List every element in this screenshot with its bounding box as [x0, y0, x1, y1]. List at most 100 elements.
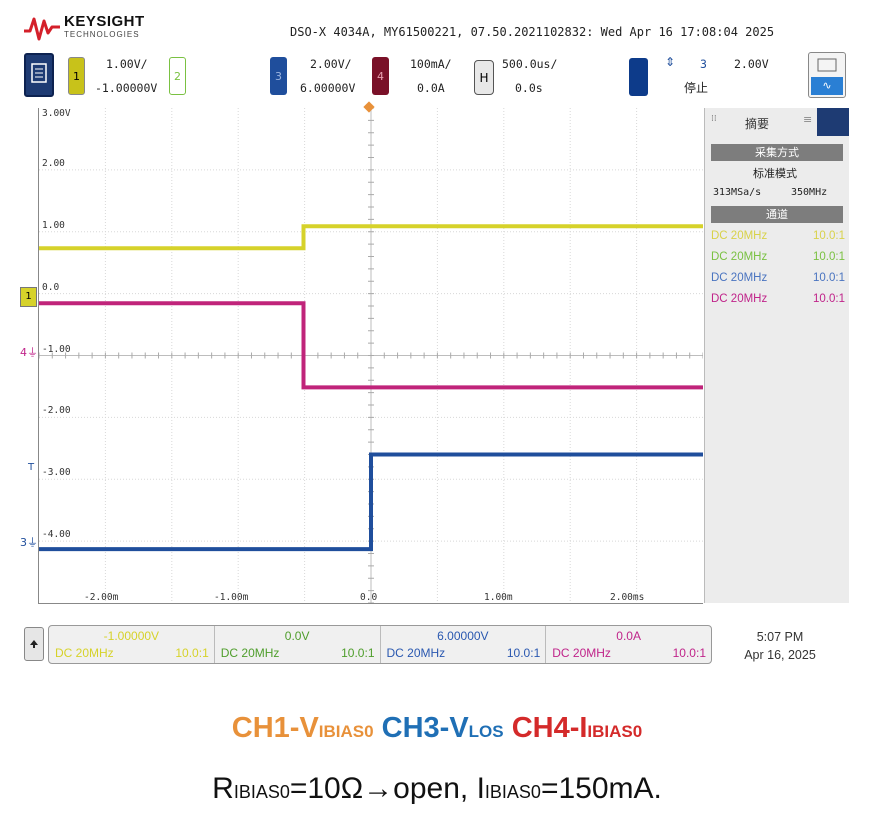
- ch1-status-cell[interactable]: -1.00000V DC 20MHz 10.0:1: [49, 626, 215, 663]
- ch1-offset: -1.00000V: [95, 81, 158, 95]
- ch3-button[interactable]: 3: [270, 57, 287, 95]
- x-tick-label: -1.00m: [214, 592, 249, 603]
- x-tick-label: 1.00m: [484, 592, 513, 603]
- y-tick-label: 0.0: [42, 282, 60, 293]
- caption-i-sub: IBIAS0: [484, 782, 541, 802]
- ch2-button[interactable]: 2: [169, 57, 186, 95]
- ch4-button[interactable]: 4: [372, 57, 389, 95]
- channel-status-bar: -1.00000V DC 20MHz 10.0:1 0.0V DC 20MHz …: [48, 625, 712, 664]
- horizontal-badge-label: H: [479, 70, 489, 85]
- y-tick-label: -1.00: [42, 344, 71, 355]
- scroll-up-button[interactable]: [24, 627, 44, 661]
- ch3-scale: 2.00V/: [310, 57, 352, 71]
- y-tick-label: -2.00: [42, 405, 71, 416]
- channel-summary-probe: 10.0:1: [813, 272, 845, 284]
- y-tick-label: -3.00: [42, 467, 71, 478]
- channel-summary-coupling: DC 20MHz: [711, 230, 768, 242]
- trigger-slope-icon: ⇕: [665, 55, 676, 69]
- horizontal-delay: 0.0s: [515, 81, 543, 95]
- caption-end: =150mA.: [540, 772, 662, 805]
- panel-close-button[interactable]: [817, 108, 849, 136]
- acquisition-header: 采集方式: [711, 144, 843, 161]
- channel-summary-row: DC 20MHz 10.0:1: [711, 230, 845, 248]
- summary-panel: ⁞⁞ 摘要 ≡ 采集方式 标准模式 313MSa/s 350MHz 通道 DC …: [704, 108, 849, 603]
- ch4-ground-marker[interactable]: 4⏚: [20, 346, 38, 359]
- ch1-button[interactable]: 1: [68, 57, 85, 95]
- ch2-status-cell[interactable]: 0.0V DC 20MHz 10.0:1: [215, 626, 381, 663]
- ch3-offset: 6.00000V: [300, 81, 356, 95]
- channel-summary-row: DC 20MHz 10.0:1: [711, 272, 845, 290]
- caption-ch1: CH1-VIBIAS0: [232, 712, 374, 744]
- waveform-display[interactable]: [38, 108, 703, 604]
- trigger-level-marker[interactable]: T: [28, 462, 34, 473]
- summary-header: ⁞⁞ 摘要 ≡: [705, 108, 849, 136]
- channel-summary-probe: 10.0:1: [813, 230, 845, 242]
- caption-ch3-text: CH3-V: [381, 712, 469, 744]
- caption-r-sub: IBIAS0: [233, 782, 290, 802]
- ch1-badge-label: 1: [73, 69, 80, 83]
- channel-legend-caption: CH1-VIBIAS0 CH3-VLOS CH4-IIBIAS0: [0, 712, 874, 745]
- drag-handle-icon[interactable]: ⁞⁞: [711, 114, 717, 124]
- menu-icon[interactable]: ≡: [803, 113, 813, 126]
- y-tick-label: -4.00: [42, 529, 71, 540]
- caption-mid: =10Ω→open, I: [289, 772, 485, 805]
- arrow-up-icon: [30, 640, 38, 648]
- trace-ch4: [39, 301, 703, 390]
- channel-summary-probe: 10.0:1: [813, 251, 845, 263]
- instrument-info: DSO-X 4034A, MY61500221, 07.50.202110283…: [290, 25, 775, 39]
- ch1-status-probe: 10.0:1: [175, 646, 209, 660]
- channel-summary-coupling: DC 20MHz: [711, 293, 768, 305]
- ch1-ground-marker[interactable]: 1: [20, 287, 37, 307]
- ch4-scale: 100mA/: [410, 57, 452, 71]
- clock-time: 5:07 PM: [756, 630, 804, 644]
- trigger-marker-label: T: [28, 462, 35, 473]
- channel-summary-probe: 10.0:1: [813, 293, 845, 305]
- ch4-status-coupling: DC 20MHz: [552, 646, 611, 660]
- ch3-ground-marker[interactable]: 3⏚: [20, 536, 38, 549]
- run-status: 停止: [684, 81, 709, 95]
- horizontal-button[interactable]: H: [474, 60, 494, 95]
- x-tick-label: 2.00ms: [610, 592, 645, 603]
- x-tick-label: -2.00m: [84, 592, 119, 603]
- waveform-icon: ∿: [811, 77, 843, 95]
- document-menu-button[interactable]: [24, 53, 54, 97]
- ch1-scale: 1.00V/: [106, 57, 148, 71]
- ch3-status-cell[interactable]: 6.00000V DC 20MHz 10.0:1: [381, 626, 547, 663]
- ch3-status-value: 6.00000V: [437, 629, 489, 643]
- channel-summary-row: DC 20MHz 10.0:1: [711, 293, 845, 311]
- y-tick-label: 3.00V: [42, 108, 71, 119]
- caption-ch1-text: CH1-V: [231, 712, 319, 744]
- ch2-status-coupling: DC 20MHz: [220, 646, 280, 660]
- horizontal-scale: 500.0us/: [502, 57, 558, 71]
- ch4-status-probe: 10.0:1: [672, 646, 706, 660]
- window-icon: [817, 58, 837, 72]
- ch4-status-cell[interactable]: 0.0A DC 20MHz 10.0:1: [546, 626, 711, 663]
- caption-ch4-sub: IBIAS0: [587, 722, 643, 741]
- channel-summary-coupling: DC 20MHz: [711, 272, 768, 284]
- sample-rate: 313MSa/s: [713, 187, 762, 198]
- ch1-status-value: -1.00000V: [103, 629, 160, 643]
- ch2-status-probe: 10.0:1: [341, 646, 375, 660]
- brand-logo: KEYSIGHT: [64, 13, 145, 30]
- ch4-badge-label: 4: [377, 69, 384, 83]
- caption-ch3: CH3-VLOS: [382, 712, 504, 744]
- trigger-level: 2.00V: [734, 57, 769, 71]
- condition-caption: RIBIAS0=10Ω→open, IIBIAS0=150mA.: [0, 772, 874, 806]
- ch4-marker-label: 4: [20, 346, 27, 359]
- ch4-offset: 0.0A: [417, 81, 445, 95]
- y-tick-label: 2.00: [42, 158, 65, 169]
- ch3-status-coupling: DC 20MHz: [386, 646, 446, 660]
- waveform-canvas: [39, 108, 703, 603]
- brand-subtitle: TECHNOLOGIES: [64, 30, 140, 39]
- display-mode-button[interactable]: ∿: [808, 52, 846, 98]
- caption-ch4-text: CH4-I: [511, 712, 588, 744]
- caption-ch3-sub: LOS: [468, 722, 504, 741]
- caption-ch1-sub: IBIAS0: [318, 722, 374, 741]
- clock: 5:07 PM Apr 16, 2025: [730, 628, 830, 664]
- ch3-badge-label: 3: [275, 69, 282, 83]
- trigger-button[interactable]: [629, 58, 648, 96]
- x-tick-label: 0.0: [360, 592, 378, 603]
- channel-header: 通道: [711, 206, 843, 223]
- trace-ch3: [39, 452, 703, 552]
- trace-ch1: [39, 224, 703, 251]
